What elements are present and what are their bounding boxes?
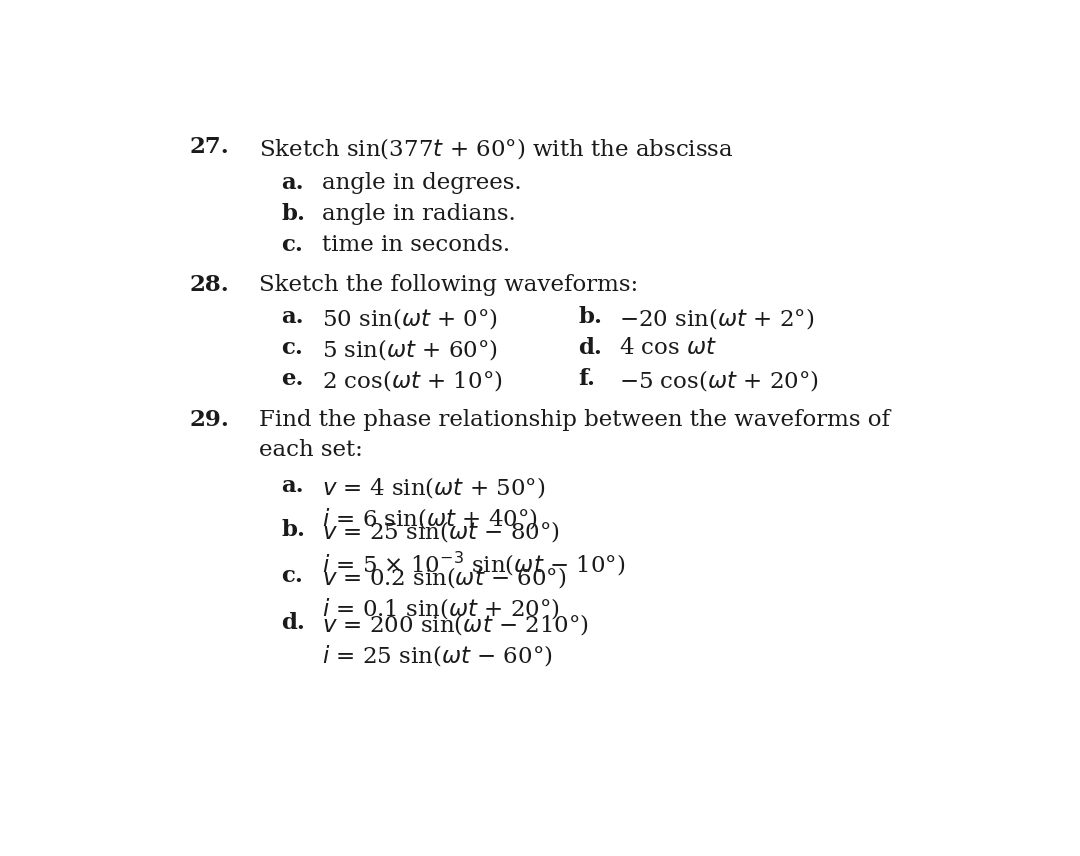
Text: 5 sin($\omega t$ + 60°): 5 sin($\omega t$ + 60°)	[322, 336, 498, 362]
Text: c.: c.	[282, 234, 303, 256]
Text: d.: d.	[579, 336, 603, 359]
Text: angle in degrees.: angle in degrees.	[322, 172, 522, 194]
Text: Find the phase relationship between the waveforms of: Find the phase relationship between the …	[259, 409, 890, 431]
Text: d.: d.	[282, 611, 306, 633]
Text: a.: a.	[282, 475, 305, 497]
Text: b.: b.	[579, 306, 603, 328]
Text: a.: a.	[282, 172, 305, 194]
Text: Sketch sin(377$t$ + 60°) with the abscissa: Sketch sin(377$t$ + 60°) with the abscis…	[259, 136, 733, 161]
Text: e.: e.	[282, 368, 303, 389]
Text: c.: c.	[282, 336, 303, 359]
Text: $v$ = 0.2 sin($\omega t$ $-$ 60°): $v$ = 0.2 sin($\omega t$ $-$ 60°)	[322, 566, 566, 591]
Text: c.: c.	[282, 566, 303, 587]
Text: $i$ = 0.1 sin($\omega t$ + 20°): $i$ = 0.1 sin($\omega t$ + 20°)	[322, 597, 559, 621]
Text: $-$5 cos($\omega t$ + 20°): $-$5 cos($\omega t$ + 20°)	[619, 368, 819, 393]
Text: $i$ = 25 sin($\omega t$ $-$ 60°): $i$ = 25 sin($\omega t$ $-$ 60°)	[322, 643, 552, 668]
Text: 2 cos($\omega t$ + 10°): 2 cos($\omega t$ + 10°)	[322, 368, 502, 393]
Text: 28.: 28.	[189, 274, 229, 296]
Text: a.: a.	[282, 306, 305, 328]
Text: b.: b.	[282, 520, 306, 541]
Text: 29.: 29.	[189, 409, 229, 431]
Text: each set:: each set:	[259, 439, 363, 461]
Text: time in seconds.: time in seconds.	[322, 234, 510, 256]
Text: 4 cos $\omega t$: 4 cos $\omega t$	[619, 336, 717, 359]
Text: f.: f.	[579, 368, 595, 389]
Text: $i$ = 5 $\times$ 10$^{-3}$ sin($\omega t$ $-$ 10°): $i$ = 5 $\times$ 10$^{-3}$ sin($\omega t…	[322, 550, 625, 579]
Text: $v$ = 25 sin($\omega t$ $-$ 80°): $v$ = 25 sin($\omega t$ $-$ 80°)	[322, 520, 559, 544]
Text: 27.: 27.	[189, 136, 229, 158]
Text: $v$ = 200 sin($\omega t$ $-$ 210°): $v$ = 200 sin($\omega t$ $-$ 210°)	[322, 611, 589, 637]
Text: 50 sin($\omega t$ + 0°): 50 sin($\omega t$ + 0°)	[322, 306, 498, 330]
Text: $-$20 sin($\omega t$ + 2°): $-$20 sin($\omega t$ + 2°)	[619, 306, 814, 330]
Text: Sketch the following waveforms:: Sketch the following waveforms:	[259, 274, 638, 296]
Text: b.: b.	[282, 203, 306, 225]
Text: $i$ = 6 sin($\omega t$ + 40°): $i$ = 6 sin($\omega t$ + 40°)	[322, 506, 538, 531]
Text: $v$ = 4 sin($\omega t$ + 50°): $v$ = 4 sin($\omega t$ + 50°)	[322, 475, 545, 500]
Text: angle in radians.: angle in radians.	[322, 203, 515, 225]
